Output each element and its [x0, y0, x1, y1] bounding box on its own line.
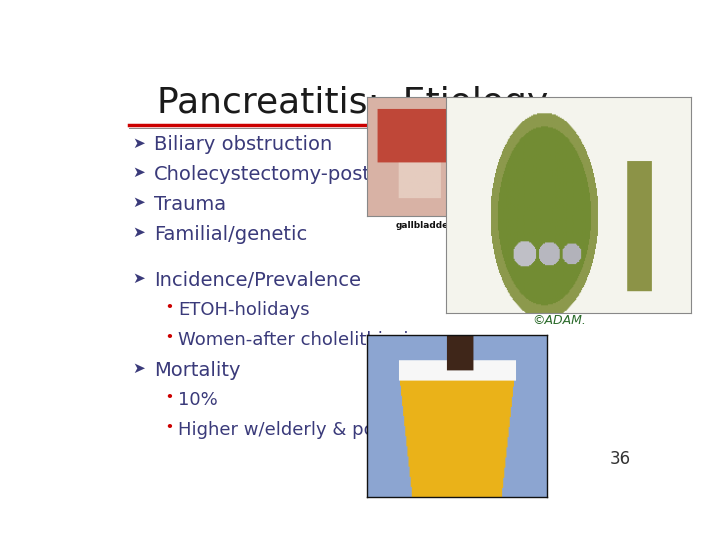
Text: 10%: 10%	[178, 391, 218, 409]
Text: Trauma: Trauma	[154, 195, 226, 214]
Text: ➤: ➤	[132, 195, 145, 211]
Text: •: •	[166, 331, 174, 344]
Text: Common
bile duct: Common bile duct	[556, 214, 600, 234]
Text: Incidence/Prevalence: Incidence/Prevalence	[154, 271, 361, 290]
Text: Pancreatitis:  Etiology: Pancreatitis: Etiology	[157, 85, 548, 119]
Text: Familial/genetic: Familial/genetic	[154, 225, 307, 244]
Text: Cholecystectomy-postop: Cholecystectomy-postop	[154, 165, 395, 185]
Text: ➤: ➤	[132, 271, 145, 286]
Text: •: •	[166, 421, 174, 434]
Text: ➤: ➤	[132, 225, 145, 240]
Text: Women-after cholelithiasis: Women-after cholelithiasis	[178, 331, 418, 349]
Text: •: •	[166, 391, 174, 404]
Text: Biliary obstruction: Biliary obstruction	[154, 136, 333, 154]
Text: ©ADAM.: ©ADAM.	[532, 314, 585, 327]
Text: ➤: ➤	[132, 165, 145, 180]
Text: Gallbladder: Gallbladder	[503, 127, 564, 138]
Text: ➤: ➤	[132, 361, 145, 376]
Text: ➤: ➤	[132, 136, 145, 151]
Text: •: •	[166, 301, 174, 314]
Text: Higher w/elderly & postop: Higher w/elderly & postop	[178, 421, 414, 438]
Text: ETOH-holidays: ETOH-holidays	[178, 301, 310, 319]
Text: 36: 36	[610, 450, 631, 468]
Text: Mortality: Mortality	[154, 361, 240, 380]
Text: Gallstones in
gallbladder: Gallstones in gallbladder	[392, 210, 458, 230]
